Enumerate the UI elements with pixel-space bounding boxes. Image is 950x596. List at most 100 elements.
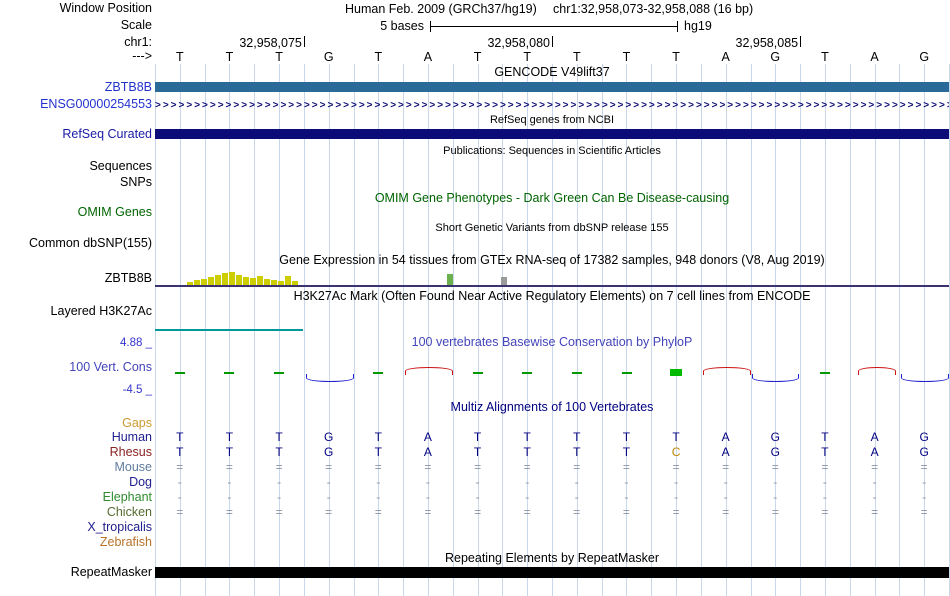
gtex-expression-bar[interactable] [447, 274, 453, 285]
alignment-cell-mouse: = [871, 460, 879, 474]
track-title-multiz-alignments-of-100-vertebrates[interactable]: Multiz Alignments of 100 Vertebrates [450, 400, 654, 414]
transcript-direction-arrows[interactable]: >>>>>>>>>>>>>>>>>>>>>>>>>>>>>>>>>>>>>>>>… [155, 100, 949, 111]
alignment-cell-chicken: = [573, 505, 581, 519]
alignment-cell-chicken: = [722, 505, 730, 519]
label-rhesus[interactable]: Rhesus [109, 445, 152, 459]
track-title-publications-sequences-in-scientific-art[interactable]: Publications: Sequences in Scientific Ar… [443, 145, 661, 157]
gtex-expression-bar[interactable] [208, 277, 214, 285]
alignment-cell-rhesus: A [423, 445, 432, 459]
alignment-cell-chicken: = [672, 505, 680, 519]
grid-line [502, 64, 504, 596]
gtex-expression-bar[interactable] [278, 281, 284, 285]
gtex-expression-bar[interactable] [201, 279, 207, 285]
phylop-mark [306, 374, 354, 382]
track-title-omim-gene-phenotypes-dark-green-can-be-d[interactable]: OMIM Gene Phenotypes - Dark Green Can Be… [374, 191, 730, 205]
alignment-cell-human: T [225, 430, 234, 444]
label-human[interactable]: Human [111, 430, 152, 444]
gtex-expression-bar[interactable] [501, 277, 507, 285]
alignment-cell-chicken: = [771, 505, 779, 519]
label-mouse[interactable]: Mouse [114, 460, 152, 474]
alignment-cell-rhesus: G [324, 445, 334, 459]
phylop-mark [522, 372, 532, 374]
refseq-gene-bar[interactable] [155, 129, 949, 139]
track-title-refseq-genes-from-ncbi[interactable]: RefSeq genes from NCBI [489, 114, 615, 126]
alignment-cell-dog: - [425, 475, 430, 489]
label-gaps[interactable]: Gaps [122, 416, 152, 430]
track-title-h3k27ac-mark-often-found-near-active-reg[interactable]: H3K27Ac Mark (Often Found Near Active Re… [293, 289, 811, 303]
label-snps[interactable]: SNPs [120, 175, 152, 189]
gencode-gene-bar[interactable] [155, 82, 949, 92]
track-title-gencode-v49lift37[interactable]: GENCODE V49lift37 [494, 65, 610, 79]
gtex-expression-bar[interactable] [243, 277, 249, 285]
alignment-cell-mouse: = [672, 460, 680, 474]
grid-line [427, 64, 429, 596]
base-letter: T [821, 50, 829, 64]
label-elephant[interactable]: Elephant [102, 490, 152, 504]
phylop-mark [224, 372, 234, 374]
alignment-cell-elephant: - [624, 490, 629, 504]
phylop-mark [670, 369, 682, 376]
alignment-cell-human: A [423, 430, 432, 444]
gtex-expression-bar[interactable] [222, 273, 228, 285]
gtex-expression-bar[interactable] [236, 275, 242, 285]
label-chr1: chr1: [124, 35, 152, 49]
grid-line [849, 64, 851, 596]
label-omim-genes[interactable]: OMIM Genes [77, 205, 152, 219]
track-title-100-vertebrates-basewise-conservation-by[interactable]: 100 vertebrates Basewise Conservation by… [411, 335, 693, 349]
gtex-expression-bar[interactable] [292, 281, 298, 285]
label-zebrafish[interactable]: Zebrafish [99, 535, 152, 549]
track-title-gene-expression-in-54-tissues-from-gtex-[interactable]: Gene Expression in 54 tissues from GTEx … [279, 253, 825, 267]
label-4-5: -4.5 _ [122, 384, 152, 396]
alignment-cell-elephant: - [773, 490, 778, 504]
label-refseq-curated[interactable]: RefSeq Curated [62, 127, 152, 141]
base-letter: T [225, 50, 234, 64]
track-title-short-genetic-variants-from-dbsnp-releas[interactable]: Short Genetic Variants from dbSNP releas… [435, 222, 669, 234]
phylop-mark [175, 372, 185, 374]
alignment-cell-human: T [672, 430, 680, 444]
gtex-expression-bar[interactable] [264, 279, 270, 285]
label-chicken[interactable]: Chicken [106, 505, 152, 519]
phylop-mark [752, 374, 799, 382]
label-dog[interactable]: Dog [129, 475, 152, 489]
alignment-cell-rhesus: T [275, 445, 283, 459]
track-title-repeating-elements-by-repeatmasker[interactable]: Repeating Elements by RepeatMasker [444, 551, 659, 565]
gtex-expression-bar[interactable] [187, 282, 193, 285]
alignment-cell-mouse: = [722, 460, 730, 474]
phylop-mark [473, 372, 483, 374]
gtex-expression-bar[interactable] [215, 275, 221, 285]
alignment-cell-human: A [870, 430, 879, 444]
label-layered-h3k27ac[interactable]: Layered H3K27Ac [50, 304, 152, 318]
alignment-cell-human: A [721, 430, 730, 444]
assembly-label: Human Feb. 2009 (GRCh37/hg19) [345, 2, 537, 16]
repeatmasker-bar[interactable] [155, 567, 949, 578]
label-repeatmasker[interactable]: RepeatMasker [70, 565, 152, 579]
label-ensg00000254553[interactable]: ENSG00000254553 [40, 97, 152, 111]
grid-line [452, 64, 454, 596]
gtex-expression-bar[interactable] [285, 276, 291, 285]
alignment-cell-mouse: = [821, 460, 829, 474]
alignment-cell-chicken: = [523, 505, 531, 519]
label-100-vert-cons[interactable]: 100 Vert. Cons [69, 360, 152, 374]
alignment-cell-chicken: = [225, 505, 233, 519]
label-x-tropicalis[interactable]: X_tropicalis [87, 520, 152, 534]
base-letter: G [770, 50, 781, 64]
grid-line [700, 64, 702, 596]
gtex-expression-bar[interactable] [257, 276, 263, 285]
alignment-cell-chicken: = [176, 505, 184, 519]
gtex-expression-bar[interactable] [250, 278, 256, 285]
label-zbtb8b[interactable]: ZBTB8B [104, 271, 152, 285]
label-sequences[interactable]: Sequences [89, 159, 152, 173]
grid-line [477, 64, 479, 596]
gtex-expression-bar[interactable] [271, 280, 277, 285]
base-letter: A [721, 50, 730, 64]
phylop-mark [274, 372, 284, 374]
gtex-expression-bar[interactable] [229, 272, 235, 285]
label-common-dbsnp-155[interactable]: Common dbSNP(155) [29, 236, 152, 250]
alignment-cell-dog: - [822, 475, 827, 489]
label-zbtb8b[interactable]: ZBTB8B [104, 80, 152, 94]
gtex-expression-bar[interactable] [194, 280, 200, 285]
alignment-cell-mouse: = [920, 460, 928, 474]
alignment-cell-dog: - [872, 475, 877, 489]
grid-line [750, 64, 752, 596]
gtex-baseline [155, 285, 949, 287]
